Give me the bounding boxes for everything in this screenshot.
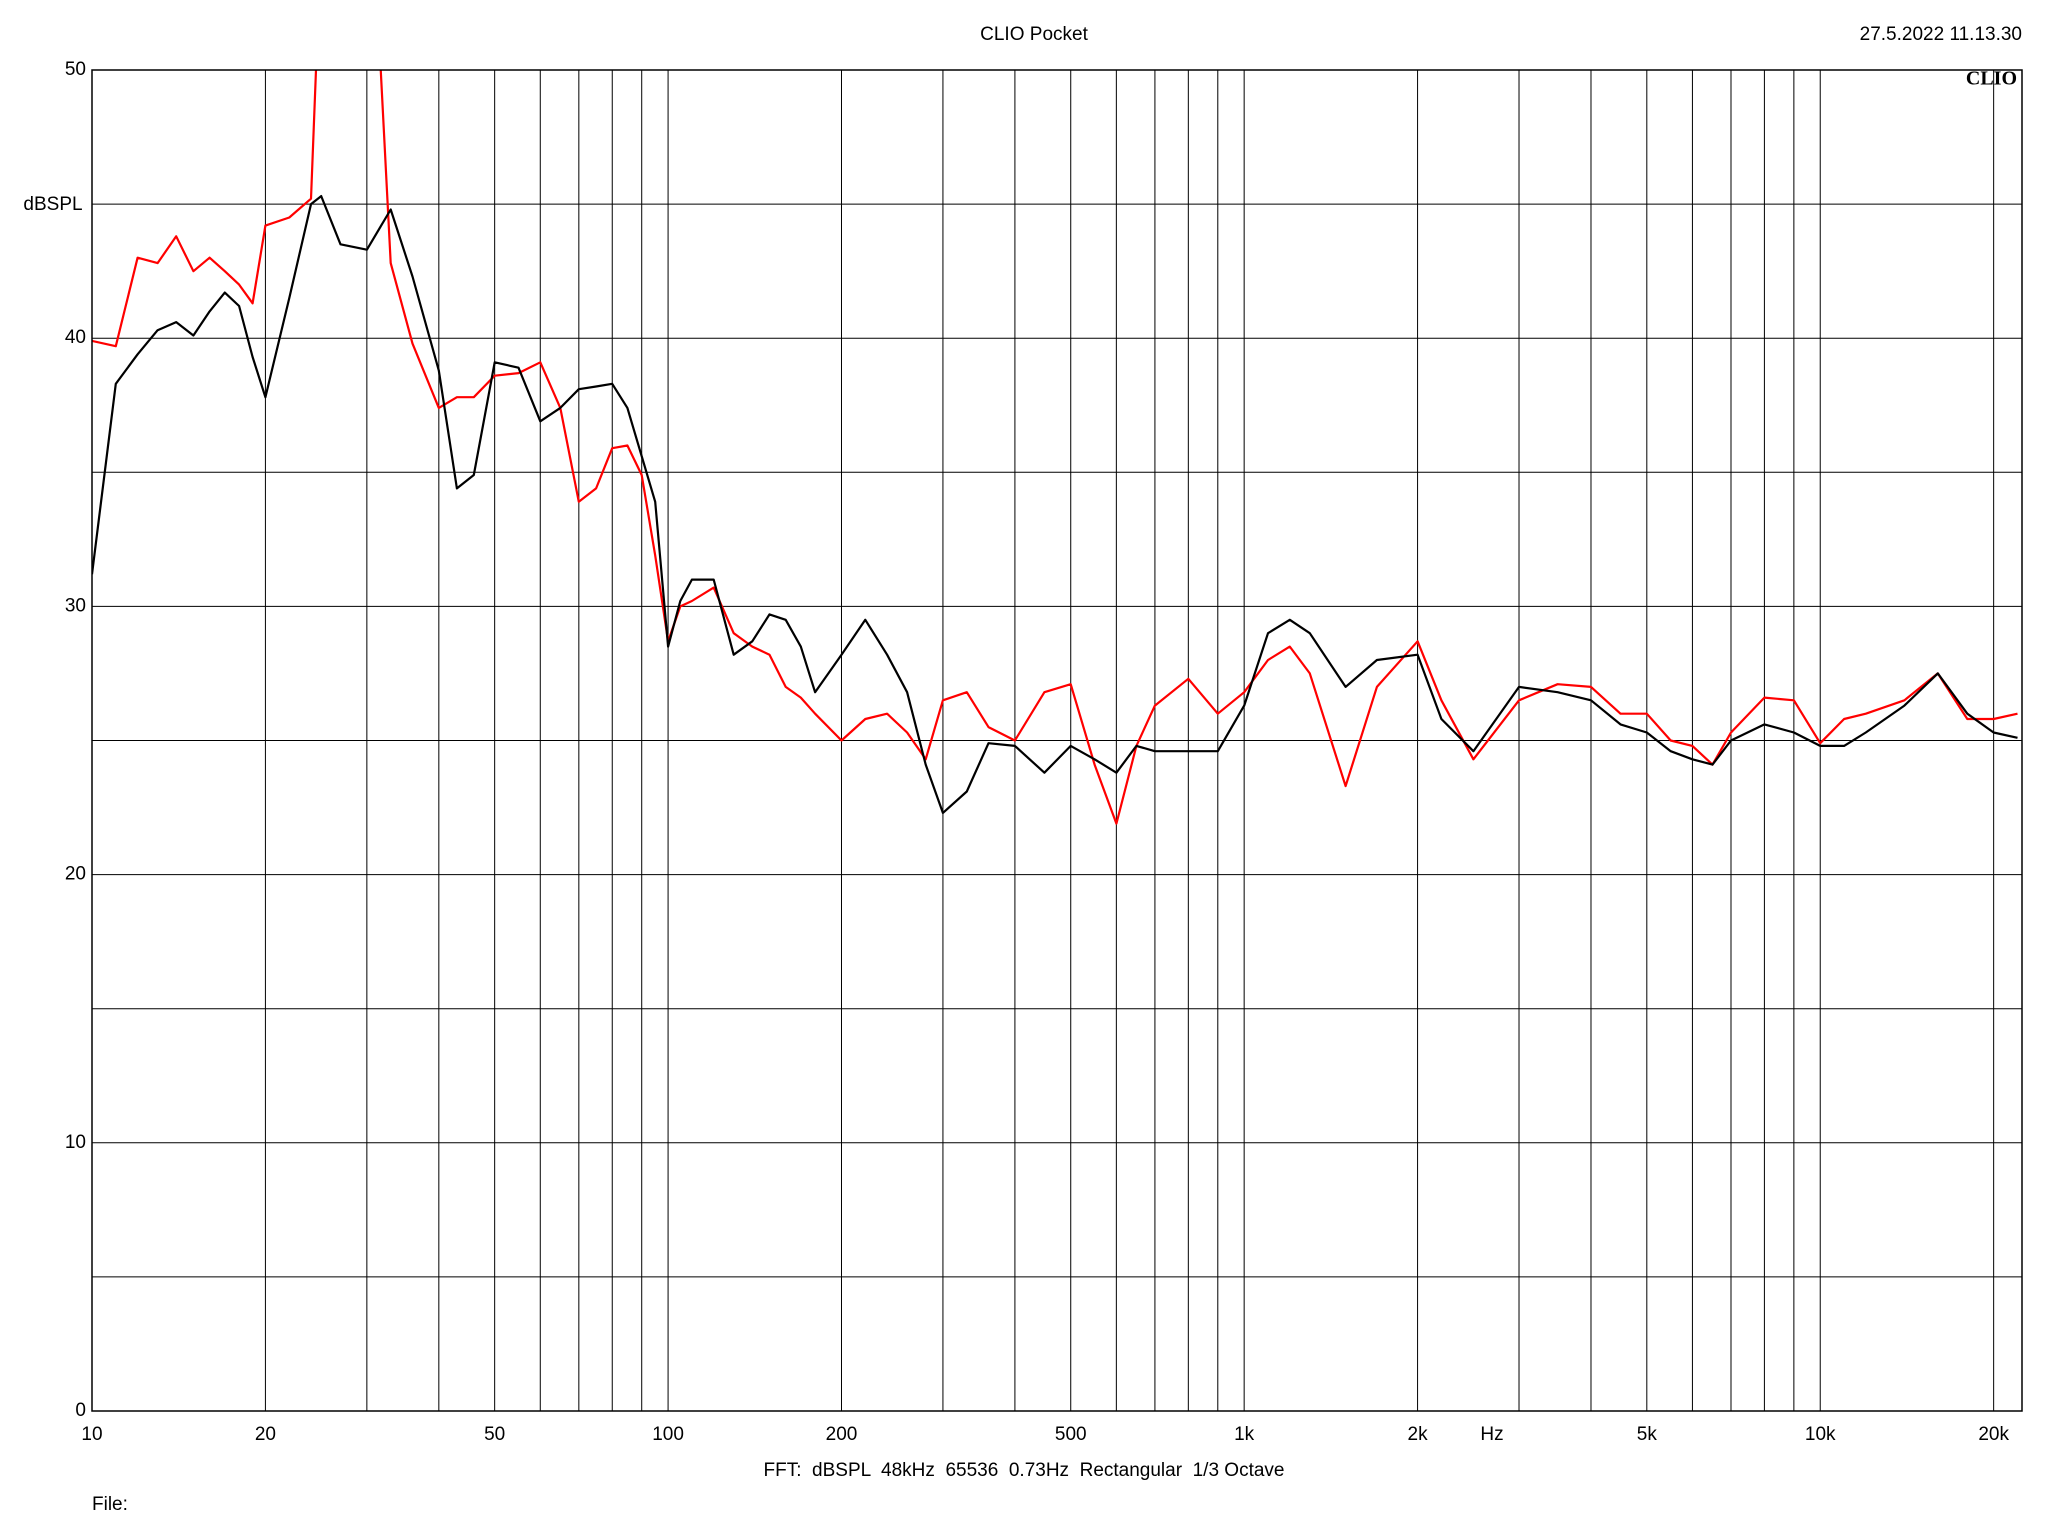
x-tick-label: 2k (1408, 1424, 1429, 1445)
chart-title: CLIO Pocket (980, 24, 1088, 45)
logo: CLIO (1966, 68, 2017, 90)
y-tick-label: 0 (75, 1400, 86, 1421)
y-tick-label: 40 (65, 327, 86, 348)
plot-area (92, 70, 2018, 825)
plot-frame (91, 69, 2023, 1412)
x-tick-label: 500 (1055, 1424, 1087, 1445)
x-tick-label: 20 (255, 1424, 276, 1445)
timestamp: 27.5.2022 11.13.30 (1860, 24, 2022, 45)
y-tick-label: 50 (65, 59, 86, 80)
y-tick-label: 20 (65, 864, 86, 885)
y-tick-label: 30 (65, 595, 86, 616)
file-label: File: (92, 1494, 128, 1515)
series-line (92, 70, 2018, 825)
x-tick-label: 100 (652, 1424, 684, 1445)
x-tick-label: 10k (1805, 1424, 1836, 1445)
series-line (92, 195, 2018, 814)
x-tick-label: 200 (826, 1424, 858, 1445)
y-axis-label: dBSPL (23, 194, 82, 215)
x-tick-label: 50 (484, 1424, 505, 1445)
x-tick-label: 1k (1234, 1424, 1255, 1445)
x-tick-label: 5k (1637, 1424, 1658, 1445)
footer: FFT: dBSPL 48kHz 65536 0.73Hz Rectangula… (763, 1460, 1284, 1481)
y-tick-label: 10 (65, 1132, 86, 1153)
x-tick-label: 10 (81, 1424, 102, 1445)
x-tick-label: 20k (1978, 1424, 2009, 1445)
x-axis-label: Hz (1480, 1424, 1503, 1445)
